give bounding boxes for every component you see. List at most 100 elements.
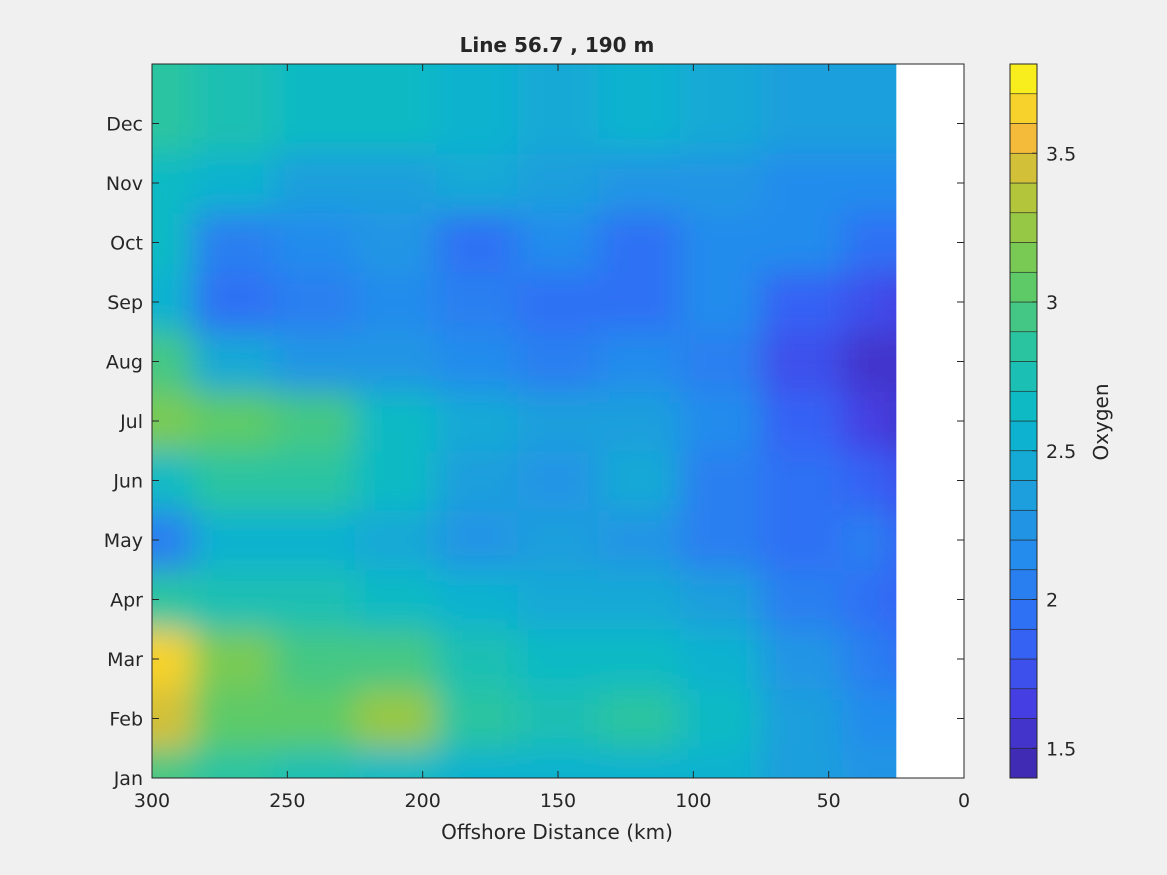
heatmap-cell [192,629,275,690]
heatmap-cell [889,510,897,571]
heatmap-cell [598,629,681,690]
heatmap-cell [273,331,356,392]
heatmap-cell [842,64,891,154]
colorbar-swatch [1009,688,1038,719]
y-tick-label: Jul [119,411,143,433]
heatmap-cell [598,391,681,452]
heatmap-cell [679,153,762,214]
heatmap-cell [273,450,356,511]
colorbar-swatch [1009,509,1038,541]
colorbar-swatch [1009,271,1038,303]
heatmap-cell [842,629,891,690]
colorbar-swatch [1009,63,1038,95]
heatmap-cell [517,569,600,630]
heatmap-cell [517,688,600,749]
x-tick-label: 100 [675,790,711,812]
heatmap-cell [355,64,437,154]
heatmap-cell [273,629,356,690]
heatmap-cell [842,272,891,333]
y-tick-label: Dec [106,114,143,136]
heatmap-cell [679,64,762,154]
y-tick-label: Oct [110,233,143,255]
heatmap-cell [761,688,843,749]
heatmap-cell [517,391,600,452]
heatmap-cell [889,391,897,452]
heatmap-cell [842,450,891,511]
heatmap-cell [192,510,275,571]
heatmap-cell [192,391,275,452]
heatmap-cell [761,629,843,690]
heatmap-cell [761,391,843,452]
x-tick-label: 150 [540,790,576,812]
heatmap-cell [436,450,518,511]
colorbar-label: Oxygen [1089,383,1113,460]
colorbar-swatch [1009,628,1038,660]
heatmap-cell [273,153,356,214]
heatmap-cell [761,64,843,154]
heatmap-cell [889,450,897,511]
heatmap-cell [192,688,275,749]
heatmap-cell [355,391,437,452]
heatmap-cell [436,688,518,749]
colorbar-tick-label: 3.5 [1046,143,1076,165]
heatmap-cell [679,391,762,452]
heatmap-cell [889,64,897,154]
heatmap-cell [436,64,518,154]
y-tick-label: Apr [110,590,143,612]
heatmap-cell [436,748,518,778]
heatmap-cell [436,272,518,333]
heatmap-cell [436,569,518,630]
heatmap-cell [192,64,275,154]
x-tick-label: 50 [817,790,841,812]
x-tick-label: 250 [269,790,305,812]
colorbar-swatch [1009,212,1038,243]
heatmap-cell [842,331,891,392]
heatmap-cell [598,688,681,749]
heatmap-cell [517,510,600,571]
heatmap-cell [436,153,518,214]
heatmap-cell [679,212,762,273]
y-axis-ticks: Jan Feb Mar Apr May Jun Jul Aug Sep Oct Nov Dec [104,114,964,790]
heatmap-cell [192,272,275,333]
heatmap-cell [842,688,891,749]
y-tick-label: Mar [107,649,143,671]
heatmap-cell [761,272,843,333]
heatmap-cell [436,331,518,392]
heatmap-cell [355,688,437,749]
heatmap-cell [273,212,356,273]
x-axis-label: Offshore Distance (km) [441,820,673,844]
heatmap-cell [192,569,275,630]
heatmap-cell [355,212,437,273]
y-tick-label: Jan [113,768,143,790]
colorbar-swatch [1009,93,1038,124]
heatmap-cell [436,391,518,452]
heatmap-cell [598,748,681,778]
colorbar-swatch [1009,480,1038,511]
y-tick-label: Nov [106,173,143,195]
colorbar-swatch [1009,242,1038,273]
heatmap-cell [761,153,843,214]
heatmap-cell [679,688,762,749]
heatmap-cell [273,272,356,333]
y-tick-label: Feb [109,709,143,731]
heatmap-cell [761,510,843,571]
colorbar-swatch [1009,420,1038,452]
x-tick-label: 200 [405,790,441,812]
heatmap-cell [598,569,681,630]
heatmap-cell [517,153,600,214]
heatmap-cell [355,450,437,511]
heatmap-cell [436,629,518,690]
heatmap-cell [355,153,437,214]
heatmap-cell [273,510,356,571]
heatmap-cell [598,510,681,571]
heatmap-cell [192,153,275,214]
colorbar-swatch [1009,658,1038,690]
heatmap-cell [192,748,275,778]
heatmap-cell [517,212,600,273]
heatmap-cell [192,331,275,392]
colorbar-swatch [1009,569,1038,600]
heatmap-cell [679,331,762,392]
heatmap-cell [889,688,897,749]
heatmap-cell [517,272,600,333]
y-tick-label: May [104,530,143,552]
